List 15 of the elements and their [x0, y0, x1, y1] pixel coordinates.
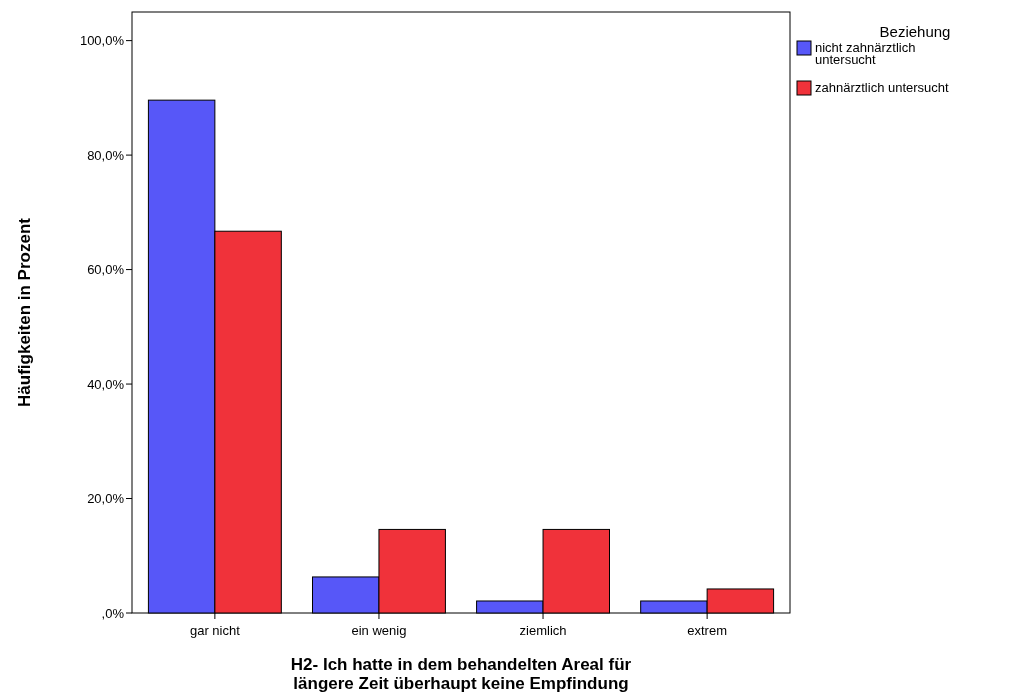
y-tick-label: 20,0% [87, 491, 125, 507]
x-axis-title: H2- Ich hatte in dem behandelten Areal für längere Zeit überhaupt keine Empfindung [290, 655, 632, 693]
y-tick-label: 60,0% [87, 262, 125, 278]
legend-label: zahnärztlich untersucht [815, 80, 950, 95]
x-tick-label: gar nicht [189, 623, 241, 638]
x-tick-label: ein wenig [351, 623, 407, 638]
x-tick-label: extrem [687, 623, 727, 638]
legend-label: nicht zahnärztlich untersucht [815, 40, 916, 67]
legend-title: Beziehung [879, 23, 951, 40]
y-tick-label: 40,0% [87, 376, 125, 392]
x-tick-label: ziemlich [519, 623, 567, 638]
y-tick-label: ,0% [101, 605, 125, 621]
y-axis-title: Häufigkeiten in Prozent [15, 217, 34, 407]
y-tick-label: 100,0% [79, 33, 125, 49]
y-tick-label: 80,0% [87, 147, 125, 163]
